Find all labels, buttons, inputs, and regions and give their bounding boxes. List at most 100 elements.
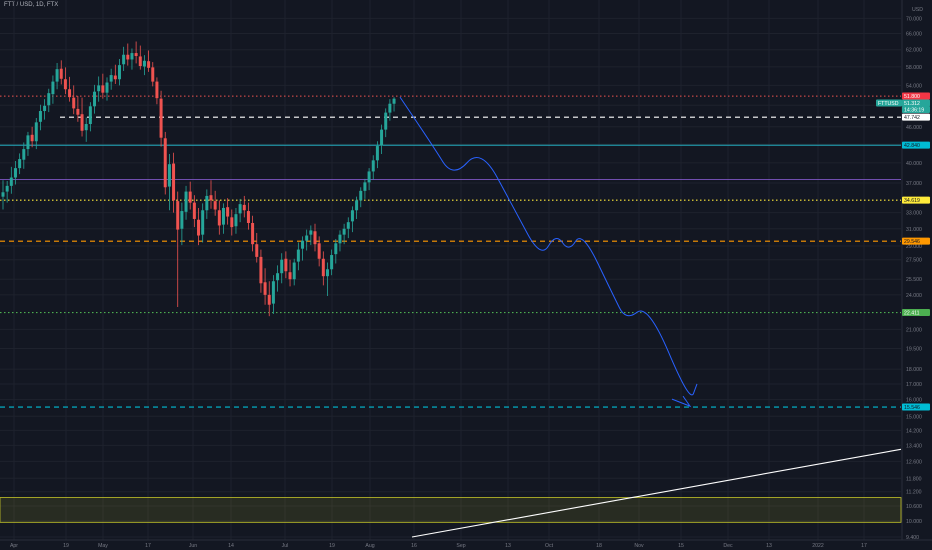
candle-body xyxy=(221,207,225,225)
price-label-text: 42.840 xyxy=(904,143,920,149)
candle-body xyxy=(117,65,121,80)
candle-body xyxy=(80,114,84,131)
candle-body xyxy=(38,111,42,122)
candle-body xyxy=(230,217,234,228)
candle-body xyxy=(355,200,359,211)
candle-body xyxy=(321,258,325,277)
price-label-text: 47.742 xyxy=(904,115,920,121)
time-tick-label: Nov xyxy=(634,543,644,549)
candle-body xyxy=(350,210,354,222)
grid-lines xyxy=(0,0,901,540)
candle-body xyxy=(234,214,238,227)
candle-body xyxy=(155,81,159,99)
price-axis[interactable]: 70.00066.00062.00058.00054.00050.00046.0… xyxy=(876,0,932,550)
candle-body xyxy=(9,177,13,186)
candle-body xyxy=(113,75,117,80)
time-tick-label: 17 xyxy=(861,543,867,549)
candle-body xyxy=(288,272,292,280)
price-label-badge xyxy=(902,403,930,411)
time-tick-label: 19 xyxy=(329,543,335,549)
time-tick-label: May xyxy=(98,543,108,549)
candle-body xyxy=(59,68,63,79)
price-tick-label: 31.000 xyxy=(906,227,922,233)
candle-body xyxy=(167,164,171,187)
price-label-badge xyxy=(902,308,930,316)
candles xyxy=(1,41,396,317)
candle-body xyxy=(338,234,342,244)
candle-body xyxy=(93,91,97,107)
candle-body xyxy=(246,211,250,223)
time-tick-label: 16 xyxy=(411,543,417,549)
candle-body xyxy=(296,249,300,262)
price-tick-label: 10.600 xyxy=(906,504,922,510)
currency-label: USD xyxy=(912,7,923,13)
price-label-text: 22.411 xyxy=(904,311,920,317)
candle-body xyxy=(147,61,151,68)
candle-body xyxy=(184,191,188,212)
candle-body xyxy=(284,258,288,272)
time-tick-label: Oct xyxy=(545,543,554,549)
time-tick-label: Aug xyxy=(365,543,374,549)
price-tick-label: 17.000 xyxy=(906,382,922,388)
time-tick-label: Jul xyxy=(282,543,289,549)
candle-body xyxy=(180,211,184,229)
candle-body xyxy=(392,98,396,104)
time-tick-label: 13 xyxy=(505,543,511,549)
time-tick-label: 14 xyxy=(228,543,234,549)
candle-body xyxy=(330,255,334,270)
price-label-text: 29.546 xyxy=(904,239,920,245)
candle-body xyxy=(72,97,76,109)
price-tick-label: 19.500 xyxy=(906,347,922,353)
candle-body xyxy=(13,168,17,178)
price-label-text: 51.800 xyxy=(904,94,920,100)
candle-body xyxy=(122,54,126,65)
projected-path xyxy=(399,96,698,396)
time-axis[interactable]: Apr 19 May 17 Jun 14 Jul 19 Aug 16 Sep 13 Oct 18 Nov 15… xyxy=(0,539,932,550)
candle-body xyxy=(22,149,26,160)
price-tick-label: 58.000 xyxy=(906,65,922,71)
price-label-badge xyxy=(902,237,930,245)
candle-body xyxy=(242,204,246,211)
candle-body xyxy=(280,259,284,274)
price-tick-label: 25.500 xyxy=(906,277,922,283)
price-tick-label: 16.000 xyxy=(906,398,922,404)
candle-body xyxy=(388,103,392,113)
candle-body xyxy=(88,106,92,125)
price-label-text: FTTUSD xyxy=(878,101,899,107)
price-label-text: 15.546 xyxy=(904,405,920,411)
candle-body xyxy=(342,228,346,235)
candle-body xyxy=(334,243,338,255)
candle-body xyxy=(84,124,88,131)
candle-body xyxy=(301,240,305,249)
price-tick-label: 24.000 xyxy=(906,293,922,299)
price-tick-label: 15.000 xyxy=(906,414,922,420)
price-tick-label: 33.000 xyxy=(906,211,922,217)
candle-body xyxy=(267,294,271,305)
candle-body xyxy=(34,122,38,142)
symbol-label xyxy=(876,99,902,107)
candle-body xyxy=(192,202,196,219)
horizontal-levels xyxy=(0,95,901,408)
candle-body xyxy=(205,195,209,211)
candle-body xyxy=(292,262,296,280)
candle-body xyxy=(317,243,321,259)
candle-body xyxy=(43,105,47,112)
price-tick-label: 54.000 xyxy=(906,83,922,89)
price-label-badge xyxy=(902,106,930,114)
candle-body xyxy=(359,190,363,201)
price-tick-label: 66.000 xyxy=(906,32,922,38)
candle-body xyxy=(271,281,275,304)
candle-body xyxy=(47,93,51,106)
price-tick-label: 14.200 xyxy=(906,428,922,434)
price-tick-label: 70.000 xyxy=(906,16,922,22)
candle-body xyxy=(163,138,167,188)
candle-body xyxy=(51,81,55,95)
time-tick-label: 19 xyxy=(63,543,69,549)
candle-body xyxy=(363,182,367,191)
price-tick-label: 40.000 xyxy=(906,161,922,167)
candle-body xyxy=(255,244,259,257)
candle-body xyxy=(138,56,142,67)
candle-body xyxy=(97,85,101,92)
